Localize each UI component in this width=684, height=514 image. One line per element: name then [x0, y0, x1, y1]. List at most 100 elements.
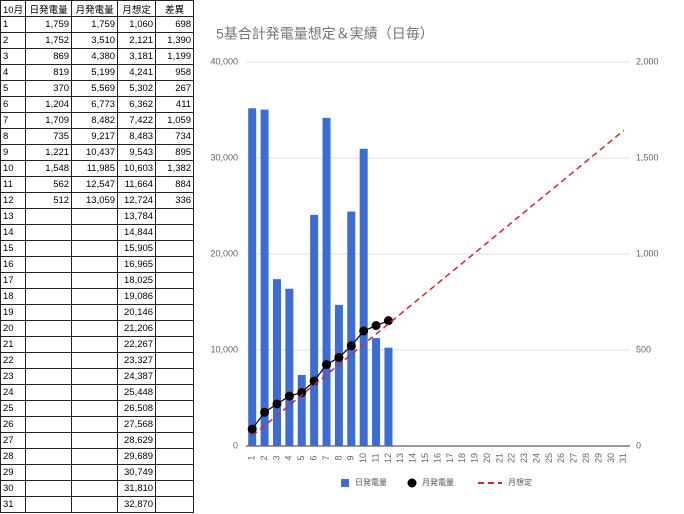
table-cell: 958 — [155, 64, 195, 81]
table-cell: 3,510 — [71, 32, 119, 49]
table-cell: 28 — [0, 448, 27, 465]
table-cell: 562 — [25, 176, 73, 193]
table-row: 19 20,146 — [0, 304, 195, 321]
table-cell — [155, 480, 195, 497]
table-cell: 1,752 — [25, 32, 73, 49]
table-cell — [155, 368, 195, 385]
table-cell — [155, 432, 195, 449]
table-cell: 18 — [0, 288, 27, 305]
y-tick-label: 30,000 — [210, 152, 238, 162]
x-tick-label: 23 — [519, 453, 529, 463]
table-row: 3 869 4,380 3,181 1,199 — [0, 48, 195, 65]
y2-tick-label: 1,000 — [636, 248, 659, 258]
x-tick-label: 14 — [408, 453, 418, 463]
table-cell: 5,569 — [71, 80, 119, 97]
table-cell — [71, 240, 119, 257]
table-cell — [25, 368, 73, 385]
table-cell — [155, 320, 195, 337]
y-tick-label: 0 — [233, 440, 238, 450]
table-row: 6 1,204 6,773 6,362 411 — [0, 96, 195, 113]
x-tick-label: 30 — [606, 453, 616, 463]
table-cell: 27 — [0, 432, 27, 449]
x-tick-label: 8 — [333, 455, 343, 460]
table-cell: 9,543 — [117, 144, 157, 161]
table-cell: 15,905 — [117, 240, 157, 257]
table-row: 18 19,086 — [0, 288, 195, 305]
table-cell — [25, 240, 73, 257]
bar — [297, 374, 306, 446]
table-cell — [25, 448, 73, 465]
x-tick-label: 10 — [358, 453, 368, 463]
table-row: 26 27,568 — [0, 416, 195, 433]
table-cell: 月発電量 — [71, 0, 119, 17]
table-cell — [71, 272, 119, 289]
table-cell: 1,382 — [155, 160, 195, 177]
bar — [260, 109, 269, 446]
table-cell: 12,724 — [117, 192, 157, 209]
x-tick-label: 19 — [470, 453, 480, 463]
legend-swatch — [407, 478, 417, 488]
table-cell — [71, 320, 119, 337]
table-cell — [71, 496, 119, 513]
table-cell: 734 — [155, 128, 195, 145]
table-cell — [155, 256, 195, 273]
table-row: 20 21,206 — [0, 320, 195, 337]
table-cell: 6,773 — [71, 96, 119, 113]
table-cell: 11 — [0, 176, 27, 193]
table-row: 7 1,709 8,482 7,422 1,059 — [0, 112, 195, 129]
table-cell: 14 — [0, 224, 27, 241]
table-cell: 24,387 — [117, 368, 157, 385]
table-cell: 267 — [155, 80, 195, 97]
table-cell: 21 — [0, 336, 27, 353]
table-cell: 29 — [0, 464, 27, 481]
table-cell: 336 — [155, 192, 195, 209]
table-cell: 12,547 — [71, 176, 119, 193]
table-row: 4 819 5,199 4,241 958 — [0, 64, 195, 81]
y2-tick-label: 0 — [636, 440, 641, 450]
table-row: 24 25,448 — [0, 384, 195, 401]
legend-label: 日発電量 — [355, 478, 387, 487]
table-cell — [25, 208, 73, 225]
table-cell — [155, 288, 195, 305]
x-tick-label: 17 — [445, 453, 455, 463]
table-cell — [25, 304, 73, 321]
table-row: 16 16,965 — [0, 256, 195, 273]
table-row: 5 370 5,569 5,302 267 — [0, 80, 195, 97]
table-cell: 1,759 — [25, 16, 73, 33]
table-cell: 411 — [155, 96, 195, 113]
x-tick-label: 12 — [383, 453, 393, 463]
y-tick-label: 40,000 — [210, 56, 238, 66]
table-cell — [155, 416, 195, 433]
table-cell: 日発電量 — [25, 0, 73, 17]
table-cell — [25, 224, 73, 241]
x-tick-label: 20 — [482, 453, 492, 463]
table-cell: 6,362 — [117, 96, 157, 113]
table-cell — [25, 480, 73, 497]
table-cell: 869 — [25, 48, 73, 65]
table-cell — [71, 256, 119, 273]
legend-swatch — [341, 479, 349, 487]
table-cell: 2 — [0, 32, 27, 49]
table-cell: 9,217 — [71, 128, 119, 145]
point — [346, 341, 356, 351]
table-cell: 1,709 — [25, 112, 73, 129]
x-tick-label: 29 — [593, 453, 603, 463]
chart: 5基合計発電量想定＆実績（日毎） 0 10,000 20,000 30,000 40,0… — [210, 26, 659, 488]
table-cell: 13,059 — [71, 192, 119, 209]
table-cell: 1,199 — [155, 48, 195, 65]
table-cell — [155, 384, 195, 401]
bar — [384, 347, 393, 446]
legend-label: 月発電量 — [422, 478, 454, 487]
table-cell — [155, 240, 195, 257]
x-tick-label: 3 — [271, 455, 281, 460]
table-cell: 30,749 — [117, 464, 157, 481]
x-tick-label: 16 — [432, 453, 442, 463]
table-cell — [155, 336, 195, 353]
table-cell: 1,759 — [71, 16, 119, 33]
table-cell — [25, 384, 73, 401]
table-row: 27 28,629 — [0, 432, 195, 449]
point — [247, 424, 257, 434]
table-cell — [25, 416, 73, 433]
x-tick-label: 11 — [370, 453, 380, 462]
table-cell: 3 — [0, 48, 27, 65]
